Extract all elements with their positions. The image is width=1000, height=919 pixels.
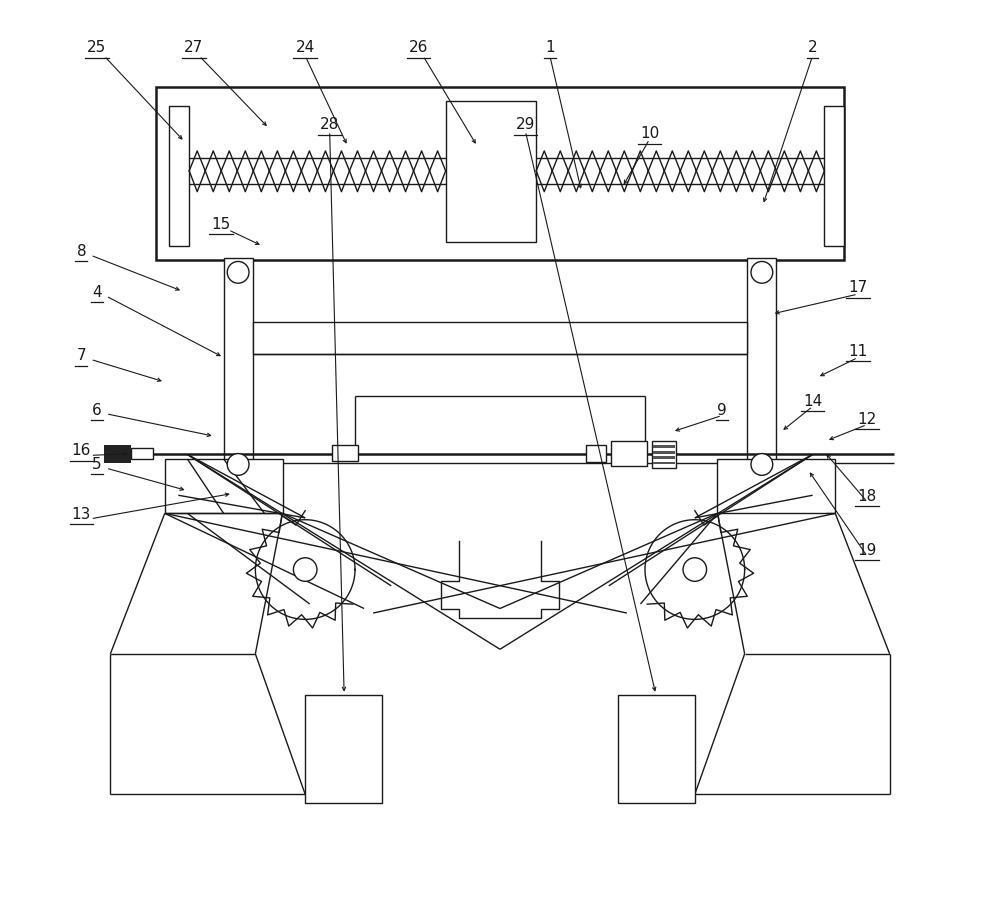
Bar (653, 462, 675, 465)
Text: 25: 25 (87, 40, 106, 55)
Text: 6: 6 (92, 403, 102, 417)
Bar (652, 441, 676, 469)
Text: 13: 13 (72, 506, 91, 521)
Text: 26: 26 (409, 40, 428, 55)
Circle shape (227, 454, 249, 476)
Text: 2: 2 (808, 40, 817, 55)
Text: 12: 12 (857, 412, 877, 426)
Bar (156, 88, 844, 260)
Text: 19: 19 (857, 542, 877, 558)
Text: 1: 1 (545, 40, 555, 55)
Text: 18: 18 (857, 488, 877, 504)
Bar (653, 446, 675, 448)
Bar (165, 460, 283, 514)
Bar (824, 107, 844, 247)
Text: 5: 5 (92, 457, 102, 471)
Text: 11: 11 (848, 344, 868, 358)
Text: 17: 17 (848, 280, 868, 295)
Bar (253, 323, 747, 355)
Text: 15: 15 (211, 217, 231, 232)
Text: 28: 28 (320, 117, 339, 132)
Text: 7: 7 (77, 348, 86, 363)
Bar (653, 451, 675, 454)
Text: 10: 10 (640, 126, 659, 142)
Circle shape (227, 262, 249, 284)
Bar (618, 695, 695, 803)
Text: 14: 14 (803, 393, 822, 408)
Text: 29: 29 (516, 117, 535, 132)
Text: 8: 8 (77, 244, 86, 259)
Circle shape (683, 558, 707, 582)
Bar (611, 441, 647, 467)
Bar (224, 258, 253, 505)
Text: 16: 16 (72, 443, 91, 458)
Bar (305, 695, 382, 803)
Circle shape (751, 262, 773, 284)
Bar (446, 102, 536, 243)
Text: 27: 27 (184, 40, 203, 55)
Circle shape (293, 558, 317, 582)
Bar (747, 258, 776, 505)
Bar (586, 446, 606, 462)
Bar (717, 460, 835, 514)
Bar (169, 107, 189, 247)
Bar (131, 448, 153, 460)
Text: 9: 9 (717, 403, 727, 417)
Bar (104, 445, 131, 463)
Circle shape (751, 454, 773, 476)
Text: 24: 24 (296, 40, 315, 55)
Bar (332, 445, 358, 461)
Bar (653, 457, 675, 460)
Text: 4: 4 (92, 285, 102, 300)
